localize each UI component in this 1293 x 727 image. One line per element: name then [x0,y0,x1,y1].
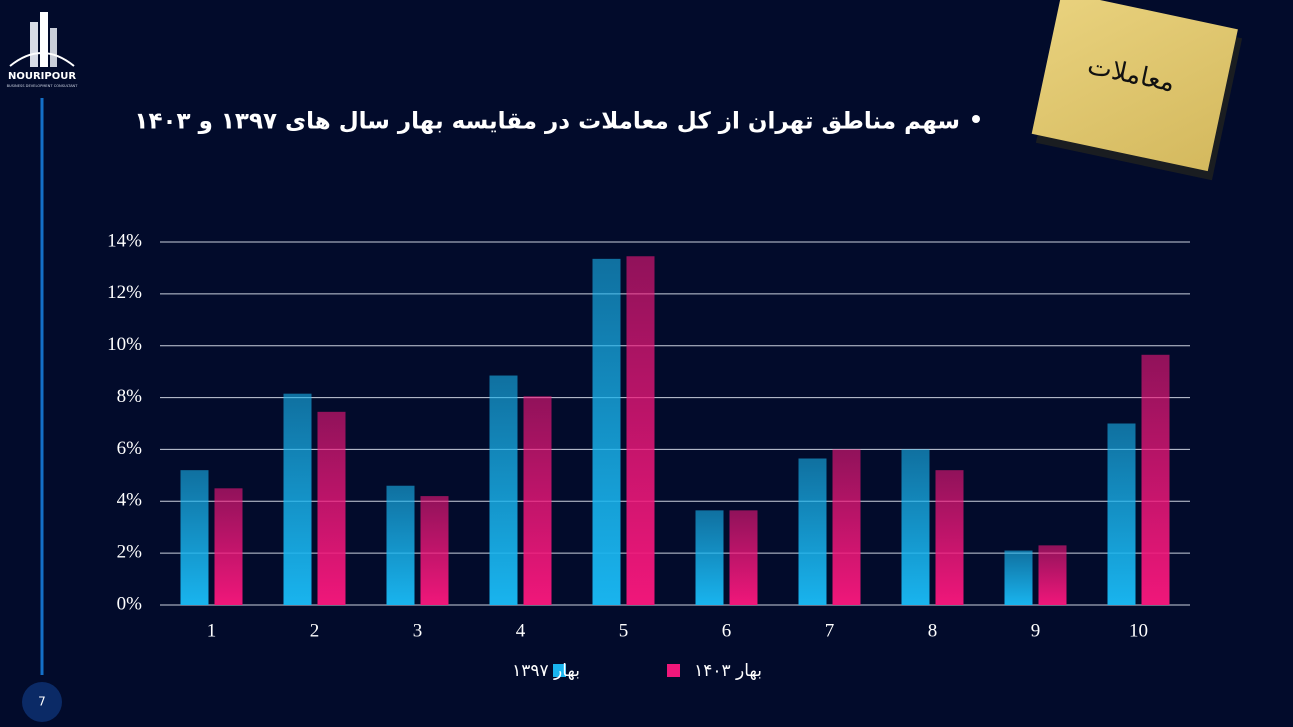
bar [420,496,449,605]
y-tick-label: 6% [117,438,143,459]
logo-name: NOURIPOUR [8,71,76,82]
x-tick-label: 10 [1129,620,1148,641]
x-tick-label: 8 [928,620,938,641]
x-tick-label: 6 [722,620,732,641]
bar [832,449,861,605]
x-tick-label: 1 [207,620,217,641]
page-badge [22,682,62,722]
bar [695,510,724,605]
bar [489,375,518,605]
bar [180,470,209,605]
y-tick-label: 4% [117,490,143,511]
y-tick-label: 2% [117,542,143,563]
bar [523,396,552,605]
y-tick-label: 12% [107,282,142,303]
bar [317,411,346,605]
y-tick-label: 8% [117,386,143,407]
logo-tagline: BUSINESS DEVELOPMENT CONSULTANT [7,84,79,88]
x-tick-label: 9 [1031,620,1041,641]
bar [592,258,621,605]
x-tick-label: 5 [619,620,629,641]
y-tick-label: 14% [107,230,142,251]
chart-title: سهم مناطق تهران از کل معاملات در مقایسه … [134,109,960,135]
bar [1107,423,1136,605]
bar [1038,545,1067,605]
bar [283,393,312,605]
x-tick-label: 4 [516,620,526,641]
bar [901,449,930,605]
x-tick-label: 3 [413,620,423,641]
bar [626,256,655,605]
bullet [972,115,980,123]
y-tick-label: 10% [107,334,142,355]
bar [214,488,243,605]
x-tick-label: 2 [310,620,320,641]
page-number: 7 [38,695,46,709]
legend-swatch [553,664,566,677]
bar [798,458,827,605]
x-tick-label: 7 [825,620,835,641]
legend-label: بهار ۱۴۰۳ [694,661,762,681]
bar [1141,354,1170,605]
bar [1004,550,1033,605]
legend-label: بهار ۱۳۹۷ [512,661,580,681]
bar [386,485,415,605]
bar [935,470,964,605]
logo: NOURIPOUR BUSINESS DEVELOPMENT CONSULTAN… [7,12,79,88]
sticky-note: معاملات [1031,0,1243,181]
y-tick-label: 0% [117,593,143,614]
legend-swatch [667,664,680,677]
bar [729,510,758,605]
